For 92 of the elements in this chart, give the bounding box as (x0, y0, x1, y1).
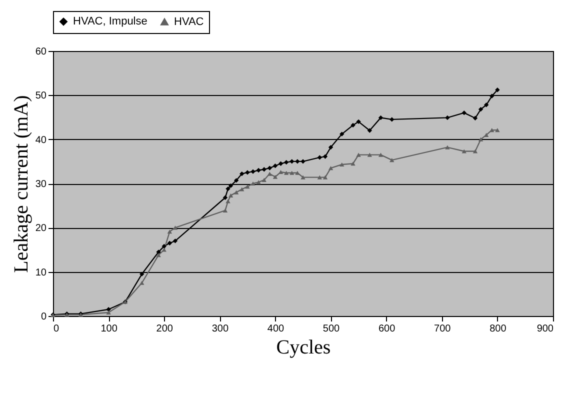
point (390, 158, 394, 162)
point (350, 162, 356, 166)
x-tick-label: 600 (378, 324, 396, 334)
point (378, 115, 384, 120)
point (156, 253, 161, 258)
point (256, 168, 261, 173)
point (172, 238, 178, 244)
point (278, 161, 284, 166)
legend-label: HVAC (174, 16, 204, 28)
point (172, 226, 178, 230)
point (256, 180, 261, 184)
x-tick-label: 0 (54, 324, 60, 334)
y-axis-title: Leakage current (mA) (10, 95, 32, 273)
point (495, 128, 500, 132)
point (234, 190, 239, 194)
point (490, 94, 494, 98)
point (356, 152, 361, 157)
point (240, 187, 244, 192)
point (272, 163, 278, 168)
point (234, 178, 239, 183)
x-tick-label: 400 (267, 324, 284, 334)
y-tick-label: 40 (35, 134, 47, 146)
y-tick-label: 0 (40, 312, 47, 322)
point (245, 184, 250, 189)
y-tick-label: 60 (35, 46, 47, 58)
point (390, 117, 394, 122)
point (300, 159, 306, 164)
legend-label: HVAC, Impulse (73, 16, 148, 28)
y-tick-label: 30 (35, 179, 47, 190)
x-tick-label: 900 (536, 324, 554, 334)
point (162, 244, 166, 249)
point (300, 175, 306, 180)
point (228, 183, 234, 188)
point (328, 166, 334, 170)
point (167, 230, 172, 234)
point (162, 248, 166, 252)
point (250, 169, 256, 174)
point (367, 152, 372, 157)
point (262, 167, 266, 172)
x-tick-label: 200 (156, 324, 174, 334)
point (495, 88, 500, 92)
point (340, 132, 344, 136)
point (472, 116, 478, 120)
point (328, 144, 334, 150)
point (250, 181, 256, 186)
point (262, 178, 266, 182)
point (228, 193, 234, 198)
point (378, 152, 384, 157)
y-tick-label: 10 (35, 267, 47, 278)
point (222, 208, 228, 212)
point (267, 166, 272, 170)
point (284, 160, 289, 165)
point (322, 175, 328, 180)
x-tick-label: 300 (212, 324, 229, 334)
point (267, 172, 272, 176)
point (245, 170, 250, 175)
point (167, 240, 172, 246)
point (295, 159, 300, 164)
point (478, 137, 484, 142)
point (272, 174, 278, 179)
point (350, 122, 356, 128)
x-tick-label: 700 (434, 324, 452, 334)
point (317, 155, 322, 160)
y-tick-label: 50 (35, 90, 47, 102)
point (322, 154, 328, 159)
point (106, 307, 111, 312)
point (284, 170, 289, 175)
x-tick-label: 100 (100, 324, 118, 334)
point (445, 115, 450, 120)
point (356, 119, 361, 124)
point (490, 128, 494, 132)
point (240, 171, 244, 176)
point (340, 162, 344, 167)
point (478, 106, 484, 112)
point (317, 175, 322, 180)
x-tick-label: 500 (322, 324, 340, 334)
y-tick-label: 20 (35, 223, 47, 234)
point (462, 149, 466, 154)
point (445, 145, 450, 150)
point (367, 128, 372, 133)
point (484, 102, 489, 108)
point (290, 170, 294, 175)
point (226, 186, 230, 192)
point (290, 159, 294, 164)
point (140, 272, 144, 276)
point (222, 195, 228, 200)
point (462, 110, 466, 116)
point (472, 149, 478, 154)
point (140, 280, 144, 285)
point (106, 310, 111, 314)
x-axis-title: Cycles (276, 336, 331, 358)
x-tick-label: 800 (490, 324, 507, 334)
